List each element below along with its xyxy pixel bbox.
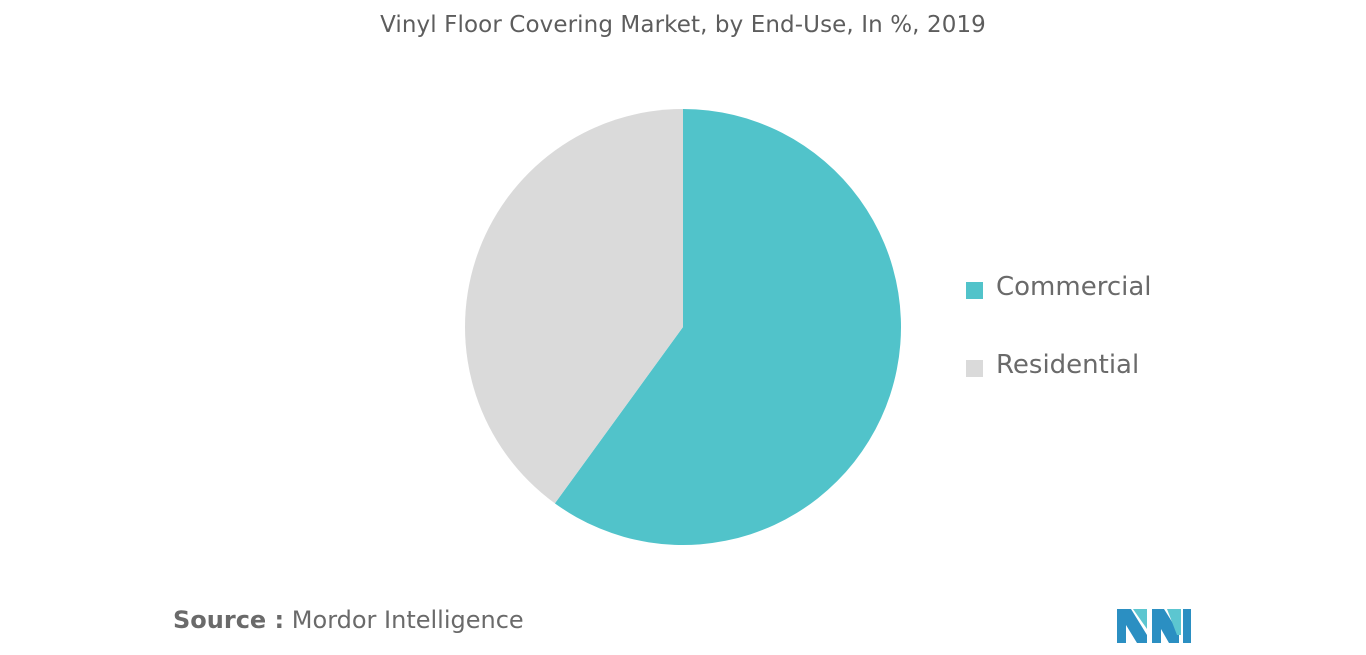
pie-slice-residential — [465, 109, 683, 504]
pie-slices — [465, 109, 902, 545]
legend-label-residential: Residential — [996, 350, 1140, 380]
legend-swatch-commercial — [966, 282, 983, 299]
pie-slice-commercial — [554, 109, 902, 545]
legend-label-commercial: Commercial — [996, 272, 1152, 302]
mordor-intelligence-logo-icon — [1117, 609, 1191, 643]
source-prefix: Source : — [173, 606, 285, 634]
source-note: Source : Mordor Intelligence — [173, 606, 524, 634]
chart-title: Vinyl Floor Covering Market, by End-Use,… — [380, 12, 986, 38]
legend-swatch-residential — [966, 360, 983, 377]
source-text: Mordor Intelligence — [291, 606, 524, 634]
